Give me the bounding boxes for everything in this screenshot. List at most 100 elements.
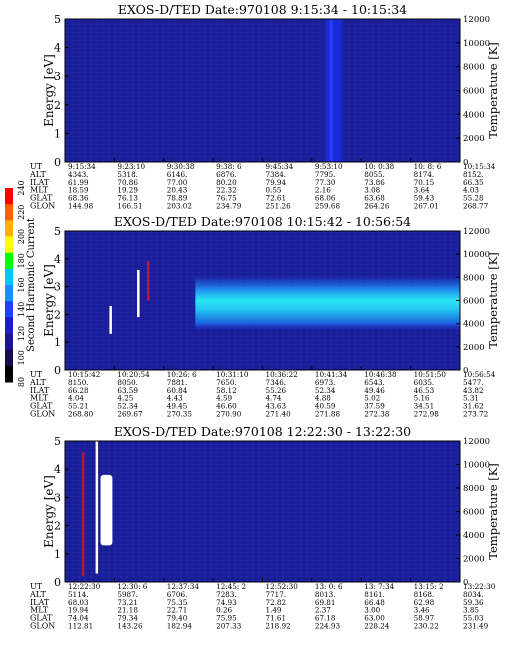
table-cell: 10:41:34 <box>315 370 348 379</box>
table-cell: 8174. <box>414 170 435 179</box>
table-cell: 259.68 <box>315 202 341 211</box>
table-cell: 78.89 <box>167 194 188 203</box>
table-cell: 46.60 <box>216 402 237 411</box>
table-cell: 6146. <box>167 170 188 179</box>
y-tick-label: 1 <box>54 548 61 561</box>
row-label: GLAT <box>30 194 53 203</box>
row-label: GLON <box>30 202 55 211</box>
colorbar-segment <box>5 252 13 270</box>
row-label: UT <box>30 370 43 379</box>
table-cell: 5477. <box>463 378 484 387</box>
table-cell: 12:37:34 <box>167 582 200 591</box>
table-cell: 58.97 <box>414 614 435 623</box>
y2-tick-label: 0 <box>463 578 468 588</box>
table-cell: 271.88 <box>315 410 341 419</box>
table-cell: 77.00 <box>167 178 188 187</box>
y2-tick-label: 4000 <box>463 110 485 120</box>
table-cell: 63.00 <box>364 614 385 623</box>
y2-tick-label: 12000 <box>463 437 490 447</box>
table-cell: 69.81 <box>315 598 336 607</box>
table-cell: 251.26 <box>266 202 292 211</box>
table-cell: 234.79 <box>216 202 242 211</box>
table-cell: 74.93 <box>216 598 237 607</box>
y2-tick-label: 4000 <box>463 320 485 330</box>
table-cell: 68.36 <box>68 194 89 203</box>
table-cell: 4.43 <box>167 394 183 403</box>
table-cell: 72.82 <box>266 598 287 607</box>
table-cell: 4.25 <box>117 394 133 403</box>
table-cell: 6035. <box>414 378 435 387</box>
row-label: ALT <box>29 170 46 179</box>
table-cell: 7795. <box>315 170 336 179</box>
y2-tick-label: 2000 <box>463 134 485 144</box>
table-cell: 12:22:30 <box>68 582 101 591</box>
table-cell: 49.46 <box>364 386 385 395</box>
table-cell: 12:52:30 <box>266 582 299 591</box>
table-cell: 8013. <box>315 590 336 599</box>
table-cell: 7283. <box>216 590 237 599</box>
table-cell: 60.84 <box>167 386 188 395</box>
y2-tick-label: 0 <box>463 366 468 376</box>
table-cell: 52.34 <box>315 386 336 395</box>
table-cell: 7717. <box>266 590 287 599</box>
y-tick-label: 5 <box>54 435 61 448</box>
y2-tick-label: 12000 <box>463 15 490 25</box>
y2-tick-label: 2000 <box>463 343 485 353</box>
table-cell: 10:46:38 <box>364 370 397 379</box>
table-cell: 5987. <box>117 590 138 599</box>
table-cell: 52.34 <box>117 402 138 411</box>
table-cell: 43.82 <box>463 386 484 395</box>
table-cell: 7650. <box>216 378 237 387</box>
table-cell: 79.34 <box>117 614 138 623</box>
table-cell: 58.12 <box>216 386 237 395</box>
y-tick-label: 3 <box>54 70 61 83</box>
colorbar-tick-label: 180 <box>17 253 26 268</box>
table-cell: 224.93 <box>315 622 341 631</box>
y-tick-label: 2 <box>54 520 61 533</box>
table-cell: 7384. <box>266 170 287 179</box>
y-tick-label: 4 <box>54 463 61 476</box>
table-cell: 10: 0:38 <box>364 162 394 171</box>
table-cell: 3.85 <box>463 606 479 615</box>
table-cell: 144.98 <box>68 202 94 211</box>
table-cell: 75.35 <box>167 598 188 607</box>
table-cell: 13:15: 2 <box>414 582 444 591</box>
table-cell: 4.74 <box>266 394 282 403</box>
row-label: ALT <box>29 590 46 599</box>
bright-band-core <box>329 19 333 162</box>
table-cell: 268.77 <box>463 202 489 211</box>
table-cell: 76.75 <box>216 194 237 203</box>
table-cell: 6973. <box>315 378 336 387</box>
table-cell: 77.30 <box>315 178 336 187</box>
table-cell: 271.40 <box>266 410 292 419</box>
table-cell: 4.88 <box>315 394 331 403</box>
colorbar-segment <box>5 333 13 351</box>
table-cell: 8161. <box>364 590 385 599</box>
row-label: GLON <box>30 622 55 631</box>
colorbar-segment <box>5 349 13 367</box>
table-cell: 4343. <box>68 170 89 179</box>
energy-band <box>195 275 460 332</box>
table-cell: 5318. <box>117 170 138 179</box>
table-cell: 49.45 <box>167 402 188 411</box>
colorbar-segment <box>5 301 13 318</box>
colorbar-segment <box>5 317 13 334</box>
table-cell: 19.94 <box>68 606 89 615</box>
table-cell: 2.37 <box>315 606 331 615</box>
y-axis-label: Energy [eV] <box>42 475 56 548</box>
table-cell: 62.98 <box>414 598 435 607</box>
row-label: GLAT <box>30 614 53 623</box>
y2-axis-label: Temperature [K] <box>486 42 500 139</box>
table-cell: 68.06 <box>315 194 336 203</box>
table-cell: 3.46 <box>414 606 430 615</box>
spectrogram-panel-1: EXOS-D/TED Date:970108 9:15:34 - 10:15:3… <box>29 2 500 211</box>
y-axis-label: Energy [eV] <box>42 264 56 337</box>
table-cell: 2.16 <box>315 186 331 195</box>
colorbar-segment <box>5 188 13 205</box>
y2-tick-label: 4000 <box>463 531 485 541</box>
table-cell: 73.86 <box>364 178 385 187</box>
y2-tick-label: 0 <box>463 158 468 168</box>
table-cell: 55.26 <box>266 386 287 395</box>
y-tick-label: 5 <box>54 13 61 26</box>
y2-tick-label: 12000 <box>463 227 490 237</box>
